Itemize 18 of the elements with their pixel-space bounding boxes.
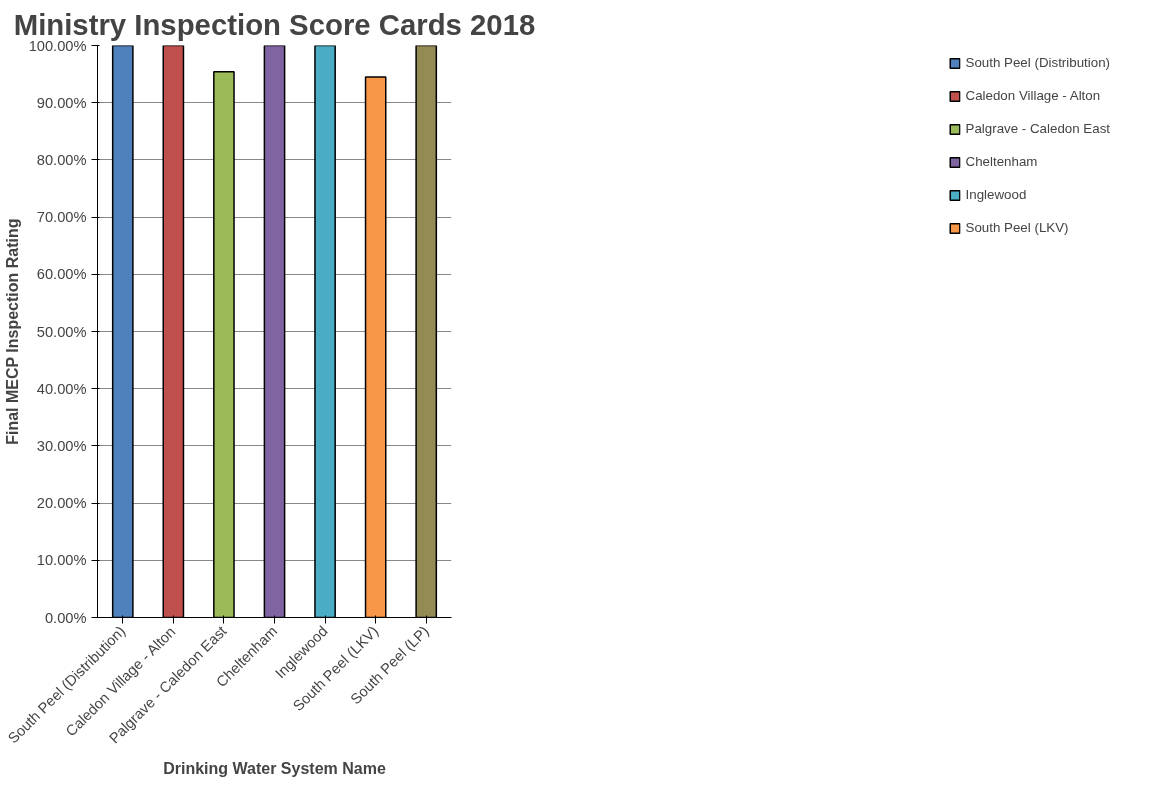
y-axis-title: Final MECP Inspection Rating: [3, 218, 21, 445]
y-tick-label: 20.00%: [36, 495, 87, 512]
legend-label: Cheltenham: [965, 154, 1038, 169]
legend-label: Palgrave - Caledon East: [965, 121, 1110, 136]
y-tick-label: 60.00%: [36, 266, 87, 283]
legend-label: South Peel (LKV): [965, 220, 1069, 235]
x-axis-title: Drinking Water System Name: [163, 760, 386, 778]
y-tick-label: 80.00%: [36, 151, 87, 168]
y-tick-label: 0.00%: [44, 609, 87, 626]
legend-label: Inglewood: [965, 187, 1027, 202]
y-tick-label: 50.00%: [36, 323, 87, 340]
legend-label: South Peel (Distribution): [965, 55, 1110, 70]
y-tick-label: 40.00%: [36, 380, 87, 397]
y-tick-label: 30.00%: [36, 437, 87, 454]
y-tick-label: 90.00%: [36, 94, 87, 111]
legend-label: Caledon Village - Alton: [965, 88, 1101, 103]
y-tick-label: 70.00%: [36, 209, 87, 226]
y-tick-label: 10.00%: [36, 552, 87, 569]
